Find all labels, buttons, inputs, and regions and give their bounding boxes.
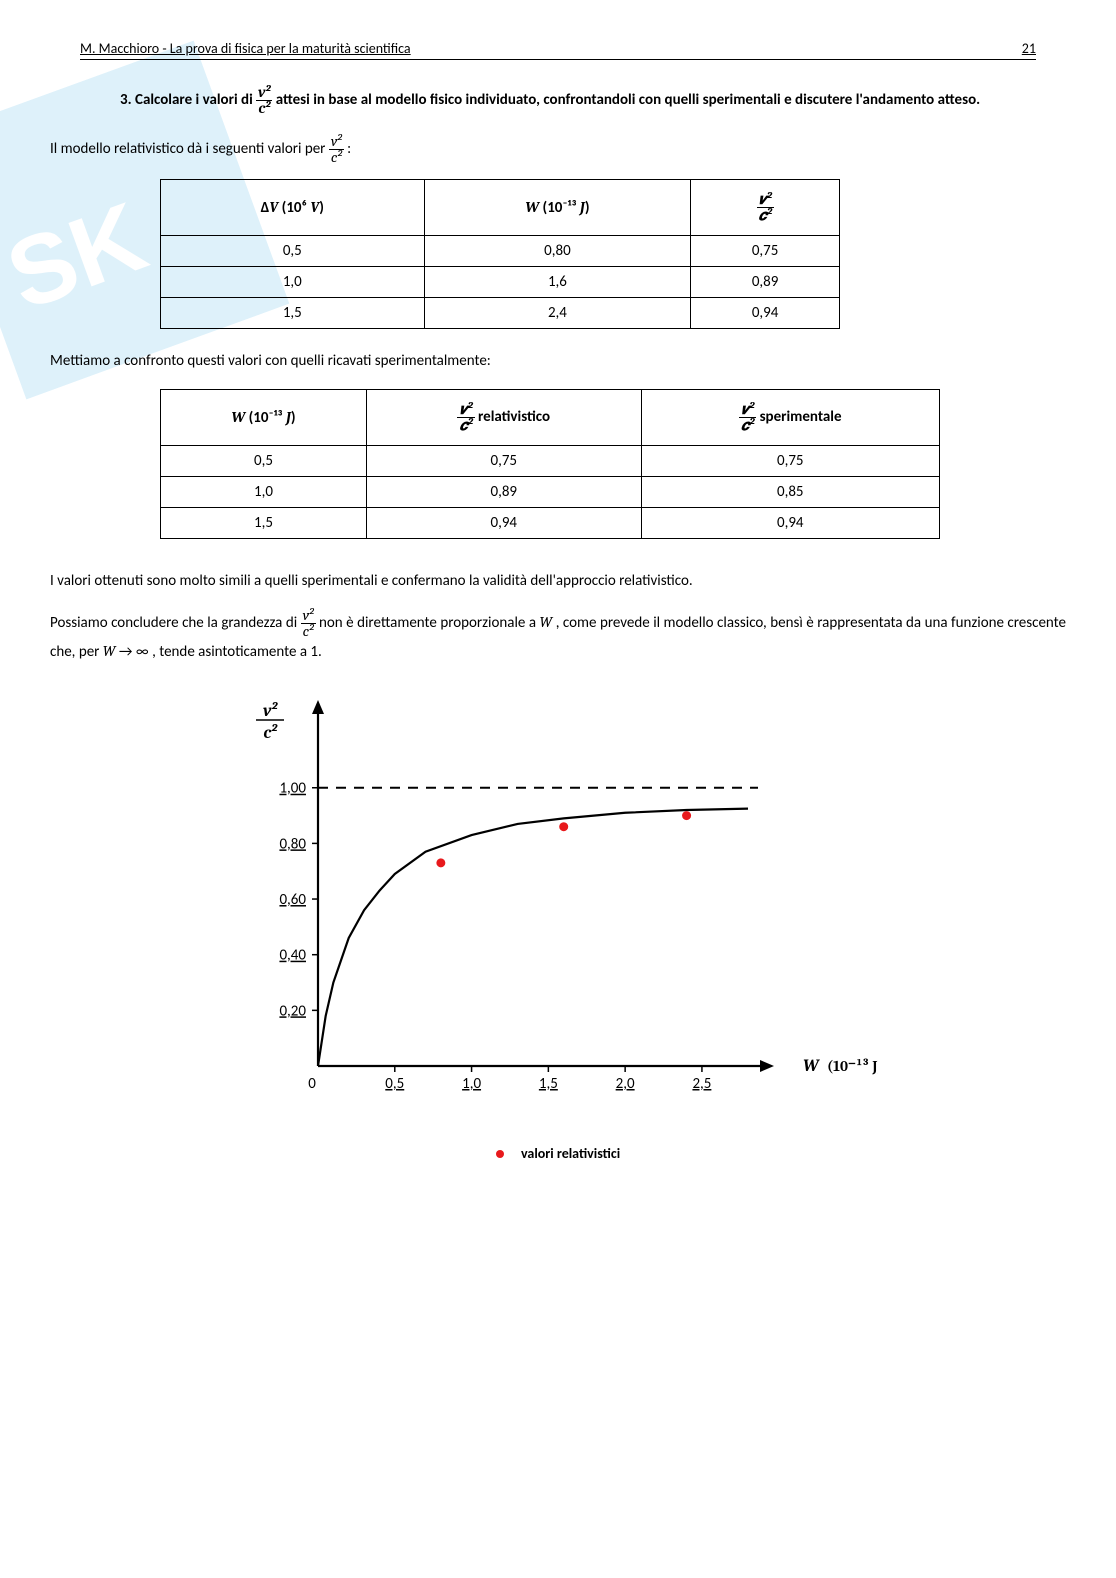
chart-v2c2-vs-W: v² c² 0,20 0,40 0,60 0,80 1,00 0 0,5 1,0 1,5 2,0 2,5… — [238, 686, 878, 1131]
t2-col2-header: 𝒗² 𝒄² relativistico — [366, 389, 641, 445]
svg-text:1,0: 1,0 — [462, 1075, 481, 1093]
svg-text:2,5: 2,5 — [692, 1075, 711, 1093]
t1-col2-header: W (10⁻¹³ J) — [424, 180, 691, 236]
question-text-a: Calcolare i valori di — [135, 91, 256, 109]
table-row: 1,01,60,89 — [161, 267, 840, 298]
svg-text:0,80: 0,80 — [279, 835, 306, 853]
svg-text:v²: v² — [262, 702, 278, 721]
validity-paragraph: I valori ottenuti sono molto simili a qu… — [50, 569, 1066, 595]
table-row: 1,50,940,94 — [161, 507, 940, 538]
legend-label: valori relativistici — [521, 1145, 620, 1162]
table-model-values: ΔV (10⁶ V) W (10⁻¹³ J) 𝒗² 𝒄² 0,50,800,75… — [160, 179, 840, 329]
table-row: 0,50,750,75 — [161, 445, 940, 476]
svg-text:1,5: 1,5 — [539, 1075, 558, 1093]
header-title: M. Macchioro - La prova di fisica per la… — [80, 40, 411, 57]
table-row: 1,52,40,94 — [161, 298, 840, 329]
frac-v2c2-bold: v² c² — [256, 85, 272, 116]
t2-col3-header: 𝒗² 𝒄² sperimentale — [641, 389, 939, 445]
question-text-b: attesi in base al modello fisico individ… — [276, 91, 980, 109]
svg-text:1,00: 1,00 — [279, 779, 306, 797]
svg-text:0,5: 0,5 — [385, 1075, 404, 1093]
svg-text:c²: c² — [263, 724, 278, 743]
svg-text:(10⁻¹³ J): (10⁻¹³ J) — [827, 1057, 878, 1075]
legend-marker-icon — [496, 1150, 504, 1158]
intro-paragraph: Il modello relativistico dà i seguenti v… — [50, 134, 1066, 165]
svg-text:0,20: 0,20 — [279, 1002, 306, 1020]
svg-text:0,40: 0,40 — [279, 946, 306, 964]
question-block: 3. Calcolare i valori di v² c² attesi in… — [120, 85, 1036, 116]
svg-text:2,0: 2,0 — [616, 1075, 635, 1093]
question-number: 3. — [120, 91, 132, 109]
conclusion-paragraph: Possiamo concludere che la grandezza di … — [50, 608, 1066, 666]
chart-legend: valori relativistici — [50, 1145, 1066, 1162]
svg-text:0,60: 0,60 — [279, 891, 306, 909]
t1-col1-header: ΔV (10⁶ V) — [161, 180, 425, 236]
svg-text:0: 0 — [308, 1075, 316, 1093]
header-page-number: 21 — [1022, 40, 1036, 57]
table-comparison: W (10⁻¹³ J) 𝒗² 𝒄² relativistico 𝒗² 𝒄² sp… — [160, 389, 940, 539]
table-row: 0,50,800,75 — [161, 236, 840, 267]
frac-v2c2: v² c² — [329, 134, 344, 165]
mid-paragraph: Mettiamo a confronto questi valori con q… — [50, 349, 1066, 375]
page-header: M. Macchioro - La prova di fisica per la… — [80, 40, 1036, 60]
t2-col1-header: W (10⁻¹³ J) — [161, 389, 367, 445]
svg-text:W: W — [803, 1057, 820, 1076]
table-row: 1,00,890,85 — [161, 476, 940, 507]
t1-col3-header: 𝒗² 𝒄² — [691, 180, 840, 236]
